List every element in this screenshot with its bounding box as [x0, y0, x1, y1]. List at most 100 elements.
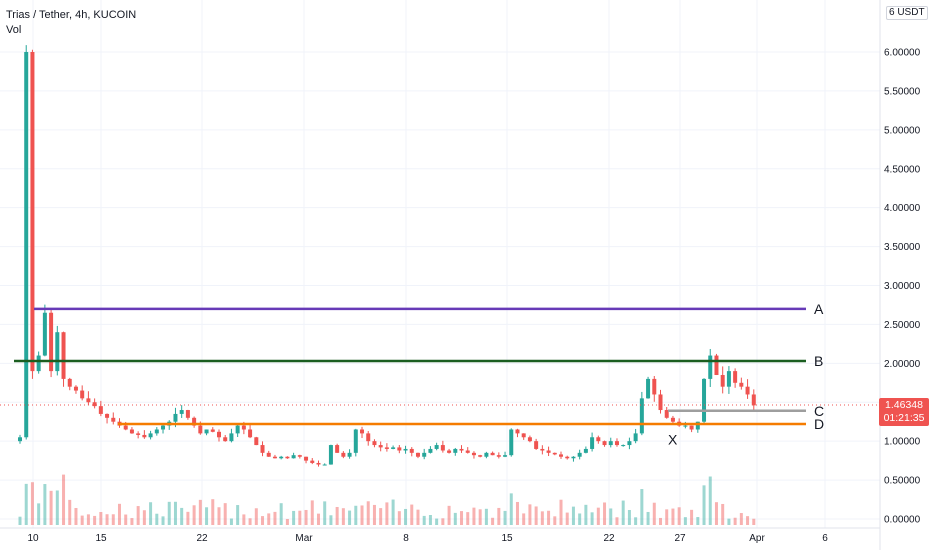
candle-body: [683, 425, 688, 427]
volume-indicator-label[interactable]: Vol: [6, 24, 22, 36]
candle-body: [540, 448, 545, 451]
candle-body: [24, 52, 29, 438]
candle-body: [353, 429, 358, 453]
volume-bar: [30, 482, 34, 525]
candle-body: [614, 441, 619, 446]
volume-bar: [173, 501, 177, 525]
volume-bar: [205, 507, 209, 525]
candle-body: [397, 447, 402, 451]
price-tick-label: 6.00000: [884, 48, 921, 59]
candle-body: [378, 445, 383, 448]
volume-bar: [136, 506, 140, 525]
currency-unit-badge[interactable]: 6 USDT: [886, 6, 928, 20]
volume-bar: [435, 518, 439, 525]
time-tick-label: 8: [403, 533, 409, 544]
candle-body: [403, 448, 408, 451]
candle-body: [235, 425, 240, 434]
chart-legend: Trias / Tether, 4h, KUCOIN Vol: [6, 8, 136, 38]
candle-body: [546, 450, 551, 453]
volume-bar: [18, 516, 22, 525]
level-label-d: D: [814, 416, 824, 432]
volume-bar: [360, 505, 364, 525]
volume-bar: [522, 513, 526, 525]
candle-body: [111, 417, 116, 422]
volume-bar: [229, 518, 233, 525]
candle-body: [490, 452, 495, 456]
price-tick-label: 5.50000: [884, 86, 921, 97]
candle-body: [316, 462, 321, 465]
candle-body: [142, 434, 147, 438]
candle-body: [92, 402, 97, 407]
volume-bar: [62, 474, 66, 525]
candle-body: [55, 332, 60, 372]
candle-body: [291, 455, 296, 459]
candle-body: [42, 312, 47, 356]
candle-body: [639, 398, 644, 434]
volume-bar: [690, 509, 694, 525]
volume-bar: [273, 511, 277, 525]
level-lines: A B CD: [14, 301, 824, 432]
candle-body: [223, 437, 228, 442]
volume-bar: [609, 508, 613, 525]
price-tick-label: 0.00000: [884, 515, 921, 526]
volume-bar: [565, 512, 569, 525]
candle-body: [80, 390, 85, 399]
candle-body: [527, 437, 532, 442]
volume-bar: [211, 499, 215, 525]
volume-bar: [534, 506, 538, 525]
candle-body: [739, 382, 744, 387]
volume-bar: [646, 511, 650, 525]
candle-body: [583, 448, 588, 453]
price-tick-label: 0.50000: [884, 476, 921, 487]
candle-body: [534, 441, 539, 449]
candle-body: [185, 410, 190, 418]
candle-body: [391, 447, 396, 449]
candle-body: [310, 460, 315, 463]
volume-bar: [86, 514, 90, 525]
price-tick-label: 1.00000: [884, 437, 921, 448]
volume-bar: [385, 502, 389, 525]
volume-bar: [366, 501, 370, 525]
candle-body: [726, 371, 731, 387]
volume-bar: [634, 517, 638, 525]
volume-bar: [466, 512, 470, 525]
volume-bar: [354, 505, 358, 525]
volume-bar: [677, 507, 681, 525]
candle-body: [241, 425, 246, 430]
candle-body: [447, 450, 452, 453]
volume-bar: [447, 505, 451, 525]
volume-bar: [124, 514, 128, 525]
volume-bar: [428, 514, 432, 525]
volume-bar: [559, 499, 563, 525]
candle-body: [366, 433, 371, 442]
candle-body: [18, 437, 22, 442]
volume-bar: [198, 499, 202, 525]
candle-body: [577, 452, 582, 457]
volume-bar: [323, 501, 327, 525]
candle-body: [192, 417, 197, 426]
candle-body: [347, 452, 352, 457]
volume-bar: [422, 515, 426, 525]
volume-bar: [43, 484, 47, 525]
volume-bar: [217, 507, 221, 525]
candle-body: [459, 448, 464, 451]
candle-body: [148, 433, 153, 438]
candle-body: [714, 355, 719, 376]
volume-bar: [410, 504, 414, 525]
volume-bar: [460, 511, 464, 525]
price-tick-label: 4.00000: [884, 203, 921, 214]
volume-bar: [733, 517, 737, 525]
volume-bar: [261, 516, 265, 525]
volume-bar: [584, 504, 588, 525]
volume-bar: [665, 509, 669, 525]
candle-body: [204, 429, 209, 434]
volume-bar: [155, 513, 159, 525]
candle-body: [328, 445, 333, 465]
price-tick-label: 3.00000: [884, 281, 921, 292]
volume-bar: [441, 518, 445, 525]
symbol-title[interactable]: Trias / Tether, 4h, KUCOIN: [6, 9, 137, 21]
candle-body: [658, 394, 663, 411]
candle-body: [733, 371, 738, 383]
candle-body: [465, 450, 470, 453]
